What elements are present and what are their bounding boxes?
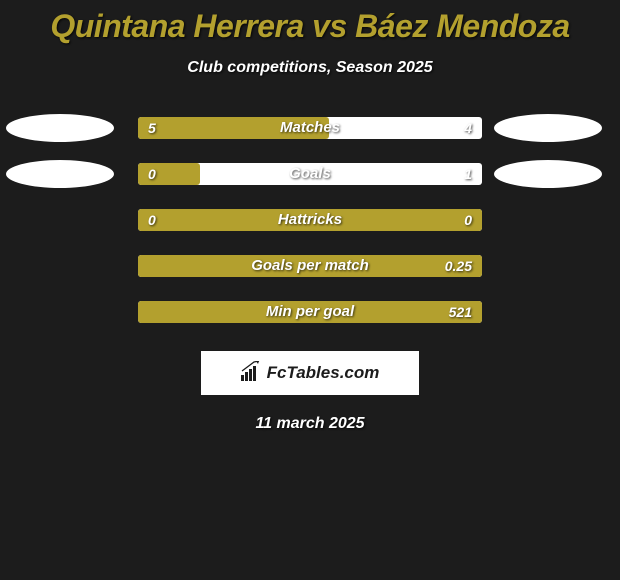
logo-text: FcTables.com <box>267 363 380 383</box>
stat-row: 01Goals <box>0 163 620 185</box>
page-title: Quintana Herrera vs Báez Mendoza <box>0 0 620 45</box>
stat-row: 0.25Goals per match <box>0 255 620 277</box>
stat-row: 00Hattricks <box>0 209 620 231</box>
stats-container: 54Matches 01Goals 00Hattricks 0.25Goals per… <box>0 117 620 323</box>
stat-label: Min per goal <box>0 301 620 323</box>
stat-label: Goals <box>0 163 620 185</box>
stat-label: Goals per match <box>0 255 620 277</box>
logo-box: FcTables.com <box>201 351 419 395</box>
chart-icon <box>241 361 263 386</box>
subtitle: Club competitions, Season 2025 <box>0 59 620 77</box>
stat-row: 521Min per goal <box>0 301 620 323</box>
stat-label: Matches <box>0 117 620 139</box>
stat-row: 54Matches <box>0 117 620 139</box>
stat-label: Hattricks <box>0 209 620 231</box>
date-text: 11 march 2025 <box>0 415 620 433</box>
